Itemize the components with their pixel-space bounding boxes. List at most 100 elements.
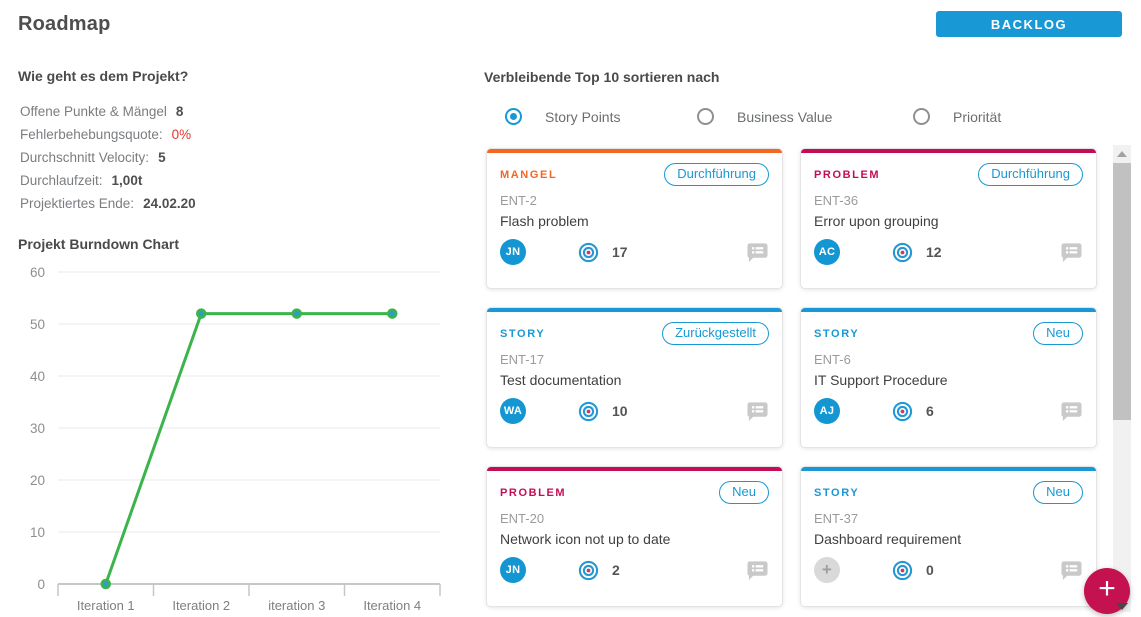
card-type-colorbar — [487, 467, 782, 471]
story-points-target-icon — [892, 242, 913, 263]
story-points-target-icon — [578, 242, 599, 263]
card-type-label: PROBLEM — [500, 487, 567, 499]
card-body: MANGEL Durchführung ENT-2 Flash problem … — [487, 153, 782, 276]
card-type-label: PROBLEM — [814, 169, 881, 181]
scroll-up-arrow-icon[interactable] — [1113, 145, 1131, 162]
card-footer: WA 10 — [500, 398, 769, 424]
radio-label: Priorität — [953, 108, 1002, 125]
radio-button-icon[interactable] — [913, 108, 930, 125]
comments-icon[interactable] — [746, 401, 769, 422]
status-badge: Durchführung — [978, 163, 1083, 186]
avatar: WA — [500, 398, 526, 424]
burndown-chart: 0 10 20 30 40 50 60 Iteration 1 Iteration 2 itera… — [30, 265, 441, 613]
card-type-colorbar — [487, 308, 782, 312]
card-type-colorbar — [487, 149, 782, 153]
card-issue-id: ENT-6 — [814, 352, 851, 367]
sort-radio-priorit-t[interactable]: Priorität — [913, 108, 1001, 125]
story-points-value: 12 — [926, 244, 942, 260]
stat-value: 5 — [158, 150, 166, 165]
card-title: IT Support Procedure — [814, 372, 948, 388]
story-points-target-icon — [578, 401, 599, 422]
card-header: PROBLEM Neu — [500, 481, 769, 504]
card-type-label: MANGEL — [500, 169, 558, 181]
radio-button-icon[interactable] — [505, 108, 522, 125]
page-title: Roadmap — [18, 13, 111, 35]
card-body: STORY Neu ENT-6 IT Support Procedure AJ … — [801, 312, 1096, 435]
svg-text:50: 50 — [30, 317, 45, 332]
stat-row: Durchlaufzeit: 1,00t — [20, 169, 196, 192]
card-type-label: STORY — [500, 328, 546, 340]
card-header: STORY Neu — [814, 481, 1083, 504]
stat-label: Durchlaufzeit: — [20, 173, 103, 188]
card-footer: + 0 — [814, 557, 1083, 583]
svg-text:20: 20 — [30, 473, 45, 488]
backlog-button[interactable]: BACKLOG — [936, 11, 1122, 37]
svg-text:40: 40 — [30, 369, 45, 384]
card-footer: JN 2 — [500, 557, 769, 583]
card-issue-id: ENT-2 — [500, 193, 537, 208]
issue-card[interactable]: MANGEL Durchführung ENT-2 Flash problem … — [486, 148, 783, 289]
radio-label: Business Value — [737, 108, 833, 125]
comments-icon[interactable] — [1060, 560, 1083, 581]
card-body: STORY Zurückgestellt ENT-17 Test documen… — [487, 312, 782, 435]
story-points-value: 17 — [612, 244, 628, 260]
card-title: Flash problem — [500, 213, 589, 229]
stat-value: 1,00t — [111, 173, 143, 188]
status-badge: Neu — [1033, 322, 1083, 345]
issue-card[interactable]: PROBLEM Durchführung ENT-36 Error upon g… — [800, 148, 1097, 289]
stat-value: 8 — [175, 104, 184, 119]
svg-text:Iteration 2: Iteration 2 — [172, 598, 230, 613]
comments-icon[interactable] — [1060, 242, 1083, 263]
status-badge: Neu — [1033, 481, 1083, 504]
comments-icon[interactable] — [746, 560, 769, 581]
sort-radio-business-value[interactable]: Business Value — [697, 108, 832, 125]
story-points-target-icon — [892, 560, 913, 581]
stat-label: Durchschnitt Velocity: — [20, 150, 150, 165]
card-type-label: STORY — [814, 487, 860, 499]
card-footer: AC 12 — [814, 239, 1083, 265]
stat-label: Projektiertes Ende: — [20, 196, 135, 211]
issue-card[interactable]: STORY Zurückgestellt ENT-17 Test documen… — [486, 307, 783, 448]
stat-row: Fehlerbehebungsquote: 0% — [20, 123, 196, 146]
story-points-value: 10 — [612, 403, 628, 419]
card-title: Network icon not up to date — [500, 531, 671, 547]
stat-row: Projektiertes Ende: 24.02.20 — [20, 192, 196, 215]
card-footer: JN 17 — [500, 239, 769, 265]
vertical-scrollbar[interactable] — [1113, 145, 1131, 612]
sort-radio-story-points[interactable]: Story Points — [505, 108, 620, 125]
card-issue-id: ENT-17 — [500, 352, 545, 367]
comments-icon[interactable] — [746, 242, 769, 263]
card-body: PROBLEM Neu ENT-20 Network icon not up t… — [487, 471, 782, 594]
svg-text:Iteration 1: Iteration 1 — [77, 598, 135, 613]
svg-text:iteration 3: iteration 3 — [268, 598, 325, 613]
svg-text:30: 30 — [30, 421, 45, 436]
card-title: Error upon grouping — [814, 213, 939, 229]
card-type-colorbar — [801, 308, 1096, 312]
card-footer: AJ 6 — [814, 398, 1083, 424]
burndown-chart-title: Projekt Burndown Chart — [18, 236, 180, 252]
card-header: PROBLEM Durchführung — [814, 163, 1083, 186]
stat-value: 24.02.20 — [143, 196, 196, 211]
scroll-down-arrow-icon[interactable] — [1116, 603, 1128, 610]
card-type-label: STORY — [814, 328, 860, 340]
issue-card[interactable]: STORY Neu ENT-37 Dashboard requirement +… — [800, 466, 1097, 607]
project-health-heading: Wie geht es dem Projekt? — [18, 68, 189, 84]
story-points-target-icon — [892, 401, 913, 422]
project-health-stats: Offene Punkte & Mängel 8 Fehlerbehebungsqu… — [20, 100, 196, 215]
card-header: STORY Neu — [814, 322, 1083, 345]
stat-row: Durchschnitt Velocity: 5 — [20, 146, 196, 169]
comments-icon[interactable] — [1060, 401, 1083, 422]
stat-row: Offene Punkte & Mängel 8 — [20, 100, 196, 123]
issue-card[interactable]: PROBLEM Neu ENT-20 Network icon not up t… — [486, 466, 783, 607]
scrollbar-thumb[interactable] — [1113, 163, 1131, 420]
stat-label: Offene Punkte & Mängel — [20, 104, 167, 119]
radio-label: Story Points — [545, 108, 621, 125]
radio-button-icon[interactable] — [697, 108, 714, 125]
add-item-fab[interactable]: + — [1084, 568, 1130, 614]
story-points-value: 2 — [612, 562, 620, 578]
issue-card[interactable]: STORY Neu ENT-6 IT Support Procedure AJ … — [800, 307, 1097, 448]
avatar: AC — [814, 239, 840, 265]
status-badge: Durchführung — [664, 163, 769, 186]
card-body: PROBLEM Durchführung ENT-36 Error upon g… — [801, 153, 1096, 276]
